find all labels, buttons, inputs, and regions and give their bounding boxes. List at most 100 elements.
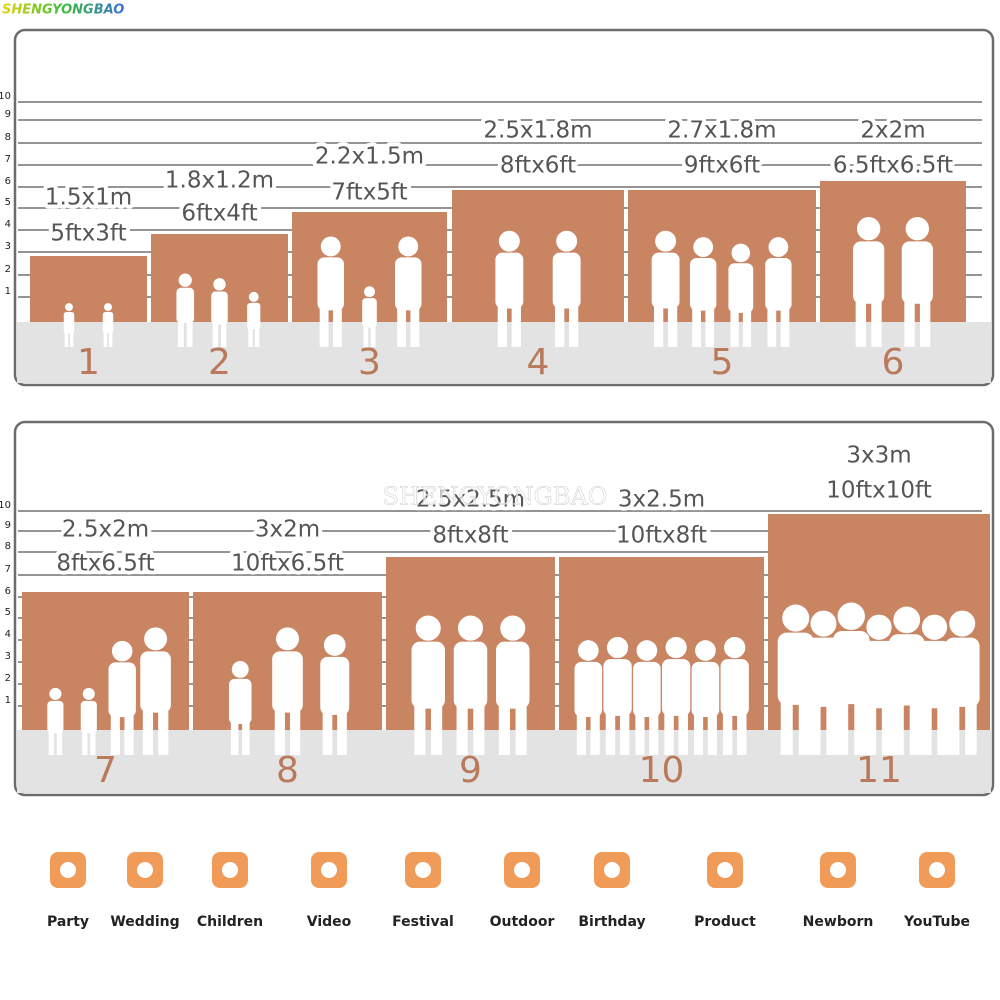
scale-label: 1: [5, 695, 11, 706]
scale-label: 4: [5, 629, 11, 640]
use-icon-detail: [321, 862, 337, 878]
leg: [871, 292, 882, 347]
scale-label: 5: [5, 607, 11, 618]
body: [176, 287, 195, 324]
use-item: YouTube: [903, 852, 970, 930]
use-icon-detail: [137, 862, 153, 878]
silhouette: [862, 614, 896, 755]
leg: [48, 726, 55, 755]
head: [104, 303, 112, 312]
leg: [332, 300, 342, 347]
body: [888, 634, 925, 706]
leg: [431, 696, 443, 755]
item-number: 4: [527, 342, 550, 383]
body: [690, 257, 717, 311]
leg: [780, 300, 790, 347]
use-item: Video: [307, 852, 352, 930]
body: [661, 659, 691, 716]
scale-label: 1: [5, 286, 11, 297]
head: [111, 640, 133, 662]
leg: [497, 298, 508, 347]
head: [65, 303, 73, 312]
size-imperial: 10ftx10ft: [826, 478, 932, 504]
watermark-faint: SHENGYONGBAO: [383, 483, 608, 511]
scale-label: 10: [0, 500, 11, 511]
use-label: Outdoor: [490, 914, 555, 930]
body: [944, 637, 980, 707]
leg: [965, 694, 977, 755]
leg: [230, 715, 239, 755]
leg: [473, 696, 485, 755]
leg: [110, 707, 120, 755]
size-metric: 2.5x1.8m: [483, 118, 592, 144]
leg: [254, 323, 260, 347]
item-number: 10: [639, 750, 685, 791]
leg: [891, 692, 904, 755]
body: [495, 252, 524, 309]
backdrop-item: 2x2m 6.5ftx6.5ft 6: [820, 114, 966, 383]
silhouette: [108, 640, 136, 755]
scale-label: 8: [5, 132, 11, 143]
head: [768, 237, 789, 257]
leg: [498, 696, 510, 755]
leg: [186, 316, 193, 347]
head: [498, 230, 520, 252]
use-item: Outdoor: [490, 852, 555, 930]
silhouette: [102, 303, 114, 347]
leg: [82, 726, 88, 755]
leg: [177, 316, 184, 347]
head: [665, 636, 687, 659]
leg: [678, 705, 688, 755]
scale-label: 9: [5, 520, 11, 531]
body: [574, 661, 603, 717]
silhouette: [633, 640, 661, 755]
leg: [69, 328, 74, 347]
head: [949, 610, 976, 637]
silhouette: [80, 687, 97, 755]
body: [228, 678, 252, 725]
item-number: 9: [459, 750, 482, 791]
leg: [410, 300, 420, 347]
silhouette: [728, 243, 754, 347]
leg: [576, 706, 586, 755]
leg: [904, 292, 915, 347]
body: [633, 661, 661, 717]
watermark: SHENGYONGBAO: [2, 3, 124, 18]
leg: [555, 298, 565, 347]
scale-label: 2: [5, 264, 11, 275]
silhouette: [320, 634, 350, 755]
head: [213, 278, 226, 291]
silhouette: [720, 636, 749, 755]
body: [108, 662, 136, 718]
silhouette: [247, 291, 261, 347]
head: [49, 687, 62, 700]
body: [411, 641, 445, 709]
silhouette: [832, 602, 870, 755]
leg: [322, 704, 333, 755]
body: [720, 659, 749, 716]
head: [144, 627, 168, 651]
silhouette: [317, 236, 345, 347]
size-imperial: 5ftx3ft: [50, 221, 126, 247]
use-icon-detail: [830, 862, 846, 878]
size-imperial: 7ftx5ft: [331, 180, 407, 206]
size-metric: 1.5x1m: [45, 185, 132, 211]
use-label: Wedding: [110, 914, 179, 930]
body: [603, 659, 632, 716]
leg: [158, 701, 169, 755]
leg: [864, 696, 877, 755]
scale-label: 4: [5, 219, 11, 230]
use-icon-detail: [415, 862, 431, 878]
leg: [511, 298, 521, 347]
leg: [370, 321, 376, 347]
body: [917, 640, 952, 709]
leg: [653, 298, 664, 347]
leg: [590, 706, 600, 755]
backdrop-item: 2.5x1.8m 8ftx6ft 4: [452, 114, 624, 383]
silhouette: [806, 610, 841, 755]
silhouette: [651, 230, 680, 347]
use-item: Party: [47, 852, 89, 930]
size-imperial: 8ftx6.5ft: [56, 551, 154, 577]
use-label: Festival: [392, 914, 454, 930]
size-metric: 2.7x1.8m: [667, 118, 776, 144]
